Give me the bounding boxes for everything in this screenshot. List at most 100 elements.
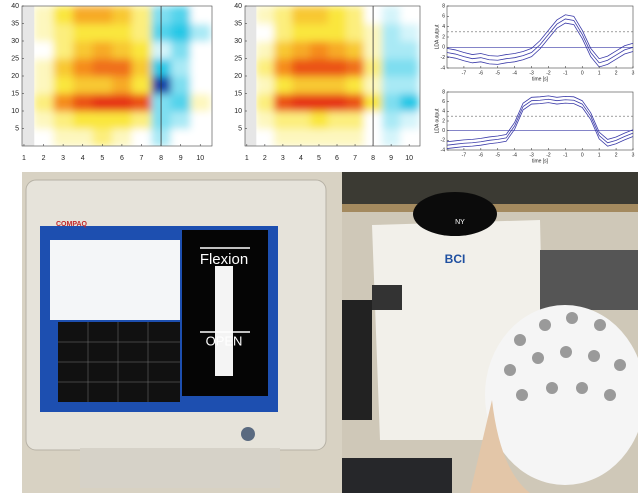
x-tick-label: -5	[496, 152, 501, 158]
cell	[256, 76, 275, 94]
cell	[73, 6, 93, 24]
cell	[73, 59, 93, 77]
cell	[93, 94, 113, 112]
cell	[53, 24, 73, 42]
cell	[256, 111, 275, 129]
cell	[346, 59, 365, 77]
x-tick-label: 10	[196, 155, 204, 162]
cell	[274, 6, 293, 24]
cell	[190, 76, 210, 94]
y-tick-label: 15	[234, 90, 242, 97]
cell	[34, 59, 54, 77]
y-tick-label: 15	[11, 90, 19, 97]
x-tick-label: 0	[581, 70, 584, 76]
monitor-base	[80, 448, 280, 488]
x-tick-label: 1	[22, 155, 26, 162]
x-tick-label: 7	[140, 155, 144, 162]
cell	[53, 41, 73, 59]
x-tick-label: -5	[496, 70, 501, 76]
cell	[400, 6, 419, 24]
cell	[400, 94, 419, 112]
x-tick-label: 10	[405, 155, 413, 162]
cell	[328, 59, 347, 77]
y-tick-label: 0	[442, 128, 445, 134]
cell	[292, 41, 311, 59]
cell	[346, 94, 365, 112]
cell	[132, 76, 152, 94]
y-tick-label: 2	[442, 118, 445, 124]
cell	[382, 6, 401, 24]
cell	[310, 59, 329, 77]
cell	[310, 76, 329, 94]
cell	[256, 94, 275, 112]
y-tick-label: 8	[442, 89, 445, 95]
cell	[73, 111, 93, 129]
cell	[73, 94, 93, 112]
cell	[310, 41, 329, 59]
cell	[382, 76, 401, 94]
y-tick-label: 8	[442, 3, 445, 9]
x-tick-label: 6	[335, 155, 339, 162]
y-tick-label: -2	[441, 55, 446, 61]
amplifier	[540, 250, 638, 310]
cell	[112, 76, 132, 94]
y-tick-label: 30	[234, 38, 242, 45]
x-tick-label: -7	[462, 70, 467, 76]
monitor-brand: COMPAQ	[56, 221, 88, 228]
x-tick-label: 5	[317, 155, 321, 162]
cell	[53, 129, 73, 147]
cell	[171, 129, 191, 147]
window	[50, 240, 180, 320]
x-axis-label: time [s]	[532, 158, 549, 164]
x-tick-label: 8	[371, 155, 375, 162]
cell	[328, 6, 347, 24]
cell	[382, 24, 401, 42]
cell	[34, 94, 54, 112]
cell	[310, 129, 329, 147]
x-tick-label: 4	[81, 155, 85, 162]
y-tick-label: 30	[11, 38, 19, 45]
cells-blur	[34, 6, 211, 147]
cap	[413, 192, 497, 236]
y-tick-label: 35	[234, 20, 242, 27]
cell	[34, 6, 54, 24]
cell	[400, 24, 419, 42]
cell	[53, 59, 73, 77]
cell	[73, 129, 93, 147]
y-tick-label: 4	[442, 24, 445, 30]
cell	[292, 6, 311, 24]
cell	[73, 41, 93, 59]
x-tick-label: 1	[598, 70, 601, 76]
x-tick-label: 3	[61, 155, 65, 162]
x-tick-label: -1	[563, 70, 568, 76]
cell	[171, 94, 191, 112]
y-tick-label: 20	[234, 73, 242, 80]
cell	[34, 111, 54, 129]
x-tick-label: 5	[100, 155, 104, 162]
cell	[292, 129, 311, 147]
cell	[400, 111, 419, 129]
cell	[274, 111, 293, 129]
cell	[382, 111, 401, 129]
cell	[382, 94, 401, 112]
y-tick-label: 5	[15, 125, 19, 132]
cell	[93, 129, 113, 147]
cell	[171, 111, 191, 129]
cell	[256, 6, 275, 24]
cell	[190, 6, 210, 24]
cell	[93, 59, 113, 77]
cell	[112, 6, 132, 24]
x-tick-label: 3	[632, 152, 635, 158]
x-tick-label: 8	[159, 155, 163, 162]
cell	[274, 94, 293, 112]
cell	[190, 24, 210, 42]
cell	[112, 24, 132, 42]
x-tick-label: -6	[479, 152, 484, 158]
hand-orthosis	[372, 285, 402, 310]
feedback-bar	[215, 266, 233, 376]
cell	[132, 41, 152, 59]
y-tick-label: 6	[442, 14, 445, 20]
y-tick-label: 40	[234, 3, 242, 10]
cell	[132, 24, 152, 42]
